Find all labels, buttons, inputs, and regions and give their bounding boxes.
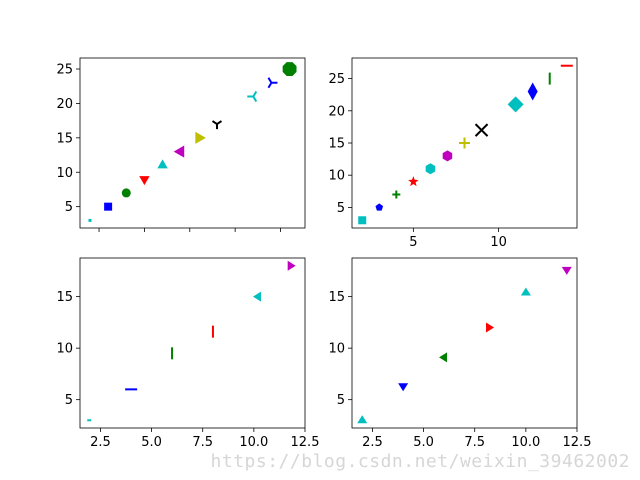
data-point-caret-right	[287, 260, 296, 271]
data-point-caret-left	[439, 352, 448, 363]
data-point-square	[104, 202, 113, 211]
y-tick-label: 25	[328, 72, 345, 87]
data-point-caret-up	[357, 415, 368, 424]
data-point-caret-right	[486, 322, 495, 333]
data-point-thin-diamond	[527, 82, 538, 101]
y-tick-label: 5	[65, 200, 73, 215]
axes-frame	[351, 257, 578, 429]
axes-frame	[79, 57, 306, 229]
data-point-tri-down	[211, 120, 223, 130]
y-tick-label: 15	[56, 290, 73, 305]
y-tick-label: 20	[56, 97, 73, 112]
data-point-triangle-right	[195, 131, 206, 144]
data-point-caret-down	[398, 383, 409, 392]
data-point-octagon	[282, 62, 297, 76]
x-tick-label: 10	[490, 235, 507, 250]
data-point-pentagon	[375, 203, 384, 211]
axes-frame	[79, 257, 306, 429]
data-point-tri-left	[247, 91, 258, 103]
data-point-caret-left	[252, 291, 261, 302]
x-tick-label: 5.0	[413, 435, 434, 450]
x-tick-label: 10.0	[239, 435, 268, 450]
data-point-triangle-left	[173, 145, 185, 158]
data-point-plus	[459, 137, 470, 149]
y-tick-label: 5	[337, 201, 345, 216]
x-tick-label: 12.5	[291, 435, 320, 450]
subplot-4: 2.5 5.0 7.5 10.0 12.5 5 10 15	[328, 257, 592, 450]
data-point-triangle-up	[157, 159, 168, 169]
y-tick-label: 10	[56, 342, 73, 357]
y-tick-label: 5	[337, 393, 345, 408]
y-tick-label: 5	[65, 393, 73, 408]
y-tick-label: 25	[56, 63, 73, 78]
data-point-hexagon	[425, 163, 436, 175]
data-point-square	[358, 216, 367, 225]
data-point-caret-down	[561, 266, 572, 275]
data-point-x	[474, 123, 489, 137]
data-point-caret-up	[520, 287, 531, 296]
data-point-plus-filled	[392, 190, 401, 199]
watermark-text: https://blog.csdn.net/weixin_39462002	[210, 451, 630, 472]
x-tick-label: 2.5	[90, 435, 111, 450]
y-tick-label: 10	[328, 342, 345, 357]
y-tick-label: 15	[328, 137, 345, 152]
data-point-circle	[121, 188, 131, 198]
subplot-1: 5 10 15 20 25	[56, 57, 306, 232]
data-point-hexagon	[442, 150, 453, 162]
data-point-diamond	[507, 96, 524, 113]
y-tick-label: 15	[56, 131, 73, 146]
x-tick-label: 2.5	[362, 435, 383, 450]
subplot-3: 2.5 5.0 7.5 10.0 12.5 5 10 15	[56, 257, 320, 450]
x-tick-label: 5.0	[141, 435, 162, 450]
x-tick-label: 10.0	[511, 435, 540, 450]
data-point-star	[408, 176, 419, 187]
axes-frame	[351, 57, 578, 229]
x-tick-label: 7.5	[464, 435, 485, 450]
x-tick-label: 12.5	[563, 435, 592, 450]
data-point-tri-right	[267, 77, 278, 89]
y-tick-label: 15	[328, 290, 345, 305]
y-tick-label: 10	[56, 166, 73, 181]
subplot-2: 5 10 5 10 15 20 25	[328, 57, 578, 250]
x-tick-label: 5	[409, 235, 417, 250]
y-tick-label: 20	[328, 104, 345, 119]
y-tick-label: 10	[328, 169, 345, 184]
data-point-point-small	[88, 218, 92, 222]
x-tick-label: 7.5	[192, 435, 213, 450]
data-point-triangle-down	[139, 176, 150, 186]
